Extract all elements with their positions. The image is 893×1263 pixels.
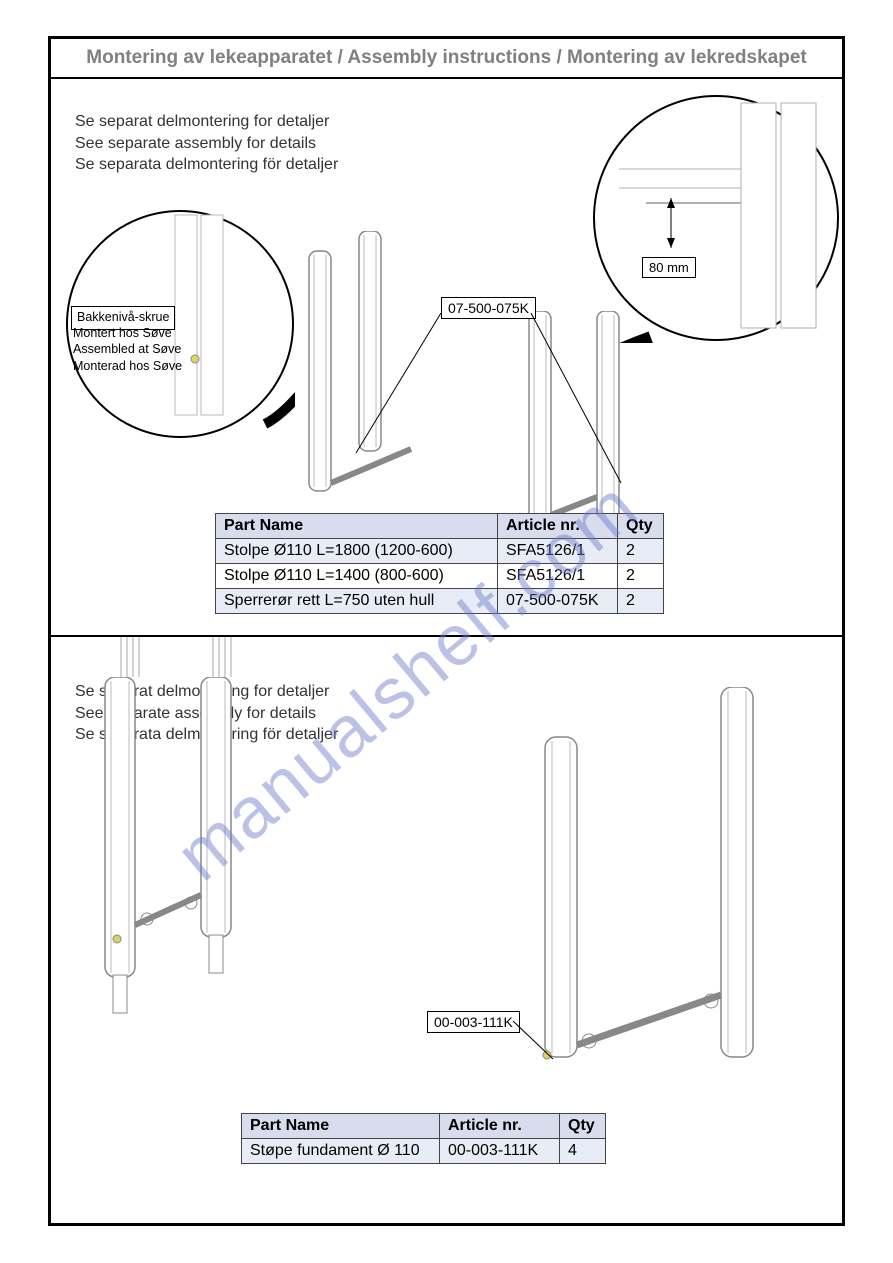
screw-line: Monterad hos Søve xyxy=(73,358,182,374)
poles-left-with-base xyxy=(91,677,291,1017)
page-frame: Montering av lekeapparatet / Assembly in… xyxy=(48,36,845,1226)
table-header-row: Part Name Article nr. Qty xyxy=(216,514,664,539)
cell: 07-500-075K xyxy=(498,589,618,614)
section-2: Se separat delmontering for detaljer See… xyxy=(51,637,842,1237)
note-line: Se separata delmontering för detaljer xyxy=(75,154,338,176)
cell: 2 xyxy=(618,539,664,564)
cell: SFA5126/1 xyxy=(498,539,618,564)
col-header: Qty xyxy=(560,1114,606,1139)
cell: 2 xyxy=(618,564,664,589)
cell: Støpe fundament Ø 110 xyxy=(242,1139,440,1164)
section-1: Se separat delmontering for detaljer See… xyxy=(51,79,842,637)
col-header: Qty xyxy=(618,514,664,539)
section1-notes: Se separat delmontering for detaljer See… xyxy=(75,111,338,176)
parts-table-2: Part Name Article nr. Qty Støpe fundamen… xyxy=(241,1113,606,1164)
col-header: Part Name xyxy=(216,514,498,539)
cell: 4 xyxy=(560,1139,606,1164)
page-title: Montering av lekeapparatet / Assembly in… xyxy=(51,39,842,79)
leader-line-2 xyxy=(513,1019,573,1069)
col-header: Part Name xyxy=(242,1114,440,1139)
dimension-text: 80 mm xyxy=(649,260,689,275)
table-row: Sperrerør rett L=750 uten hull 07-500-07… xyxy=(216,589,664,614)
cell: 2 xyxy=(618,589,664,614)
cropped-poles-top xyxy=(113,637,293,677)
table-row: Stolpe Ø110 L=1400 (800-600) SFA5126/1 2 xyxy=(216,564,664,589)
cell: 00-003-111K xyxy=(440,1139,560,1164)
cell: Stolpe Ø110 L=1400 (800-600) xyxy=(216,564,498,589)
screw-callout-title: Bakkenivå-skrue xyxy=(77,310,169,326)
note-line: Se separat delmontering for detaljer xyxy=(75,111,338,133)
cell: Stolpe Ø110 L=1800 (1200-600) xyxy=(216,539,498,564)
partcode-callout-2: 00-003-111K xyxy=(427,1011,520,1033)
detail-circle-right xyxy=(591,93,841,343)
cell: SFA5126/1 xyxy=(498,564,618,589)
screw-line: Montert hos Søve xyxy=(73,325,182,341)
screw-callout-lines: Montert hos Søve Assembled at Søve Monte… xyxy=(73,325,182,374)
parts-table-1: Part Name Article nr. Qty Stolpe Ø110 L=… xyxy=(215,513,664,614)
col-header: Article nr. xyxy=(498,514,618,539)
table-row: Stolpe Ø110 L=1800 (1200-600) SFA5126/1 … xyxy=(216,539,664,564)
table-header-row: Part Name Article nr. Qty xyxy=(242,1114,606,1139)
screw-line: Assembled at Søve xyxy=(73,341,182,357)
table-row: Støpe fundament Ø 110 00-003-111K 4 xyxy=(242,1139,606,1164)
leader-lines xyxy=(341,313,641,513)
dimension-label: 80 mm xyxy=(642,257,696,278)
col-header: Article nr. xyxy=(440,1114,560,1139)
partcode-text: 00-003-111K xyxy=(434,1014,513,1030)
cell: Sperrerør rett L=750 uten hull xyxy=(216,589,498,614)
note-line: See separate assembly for details xyxy=(75,133,338,155)
